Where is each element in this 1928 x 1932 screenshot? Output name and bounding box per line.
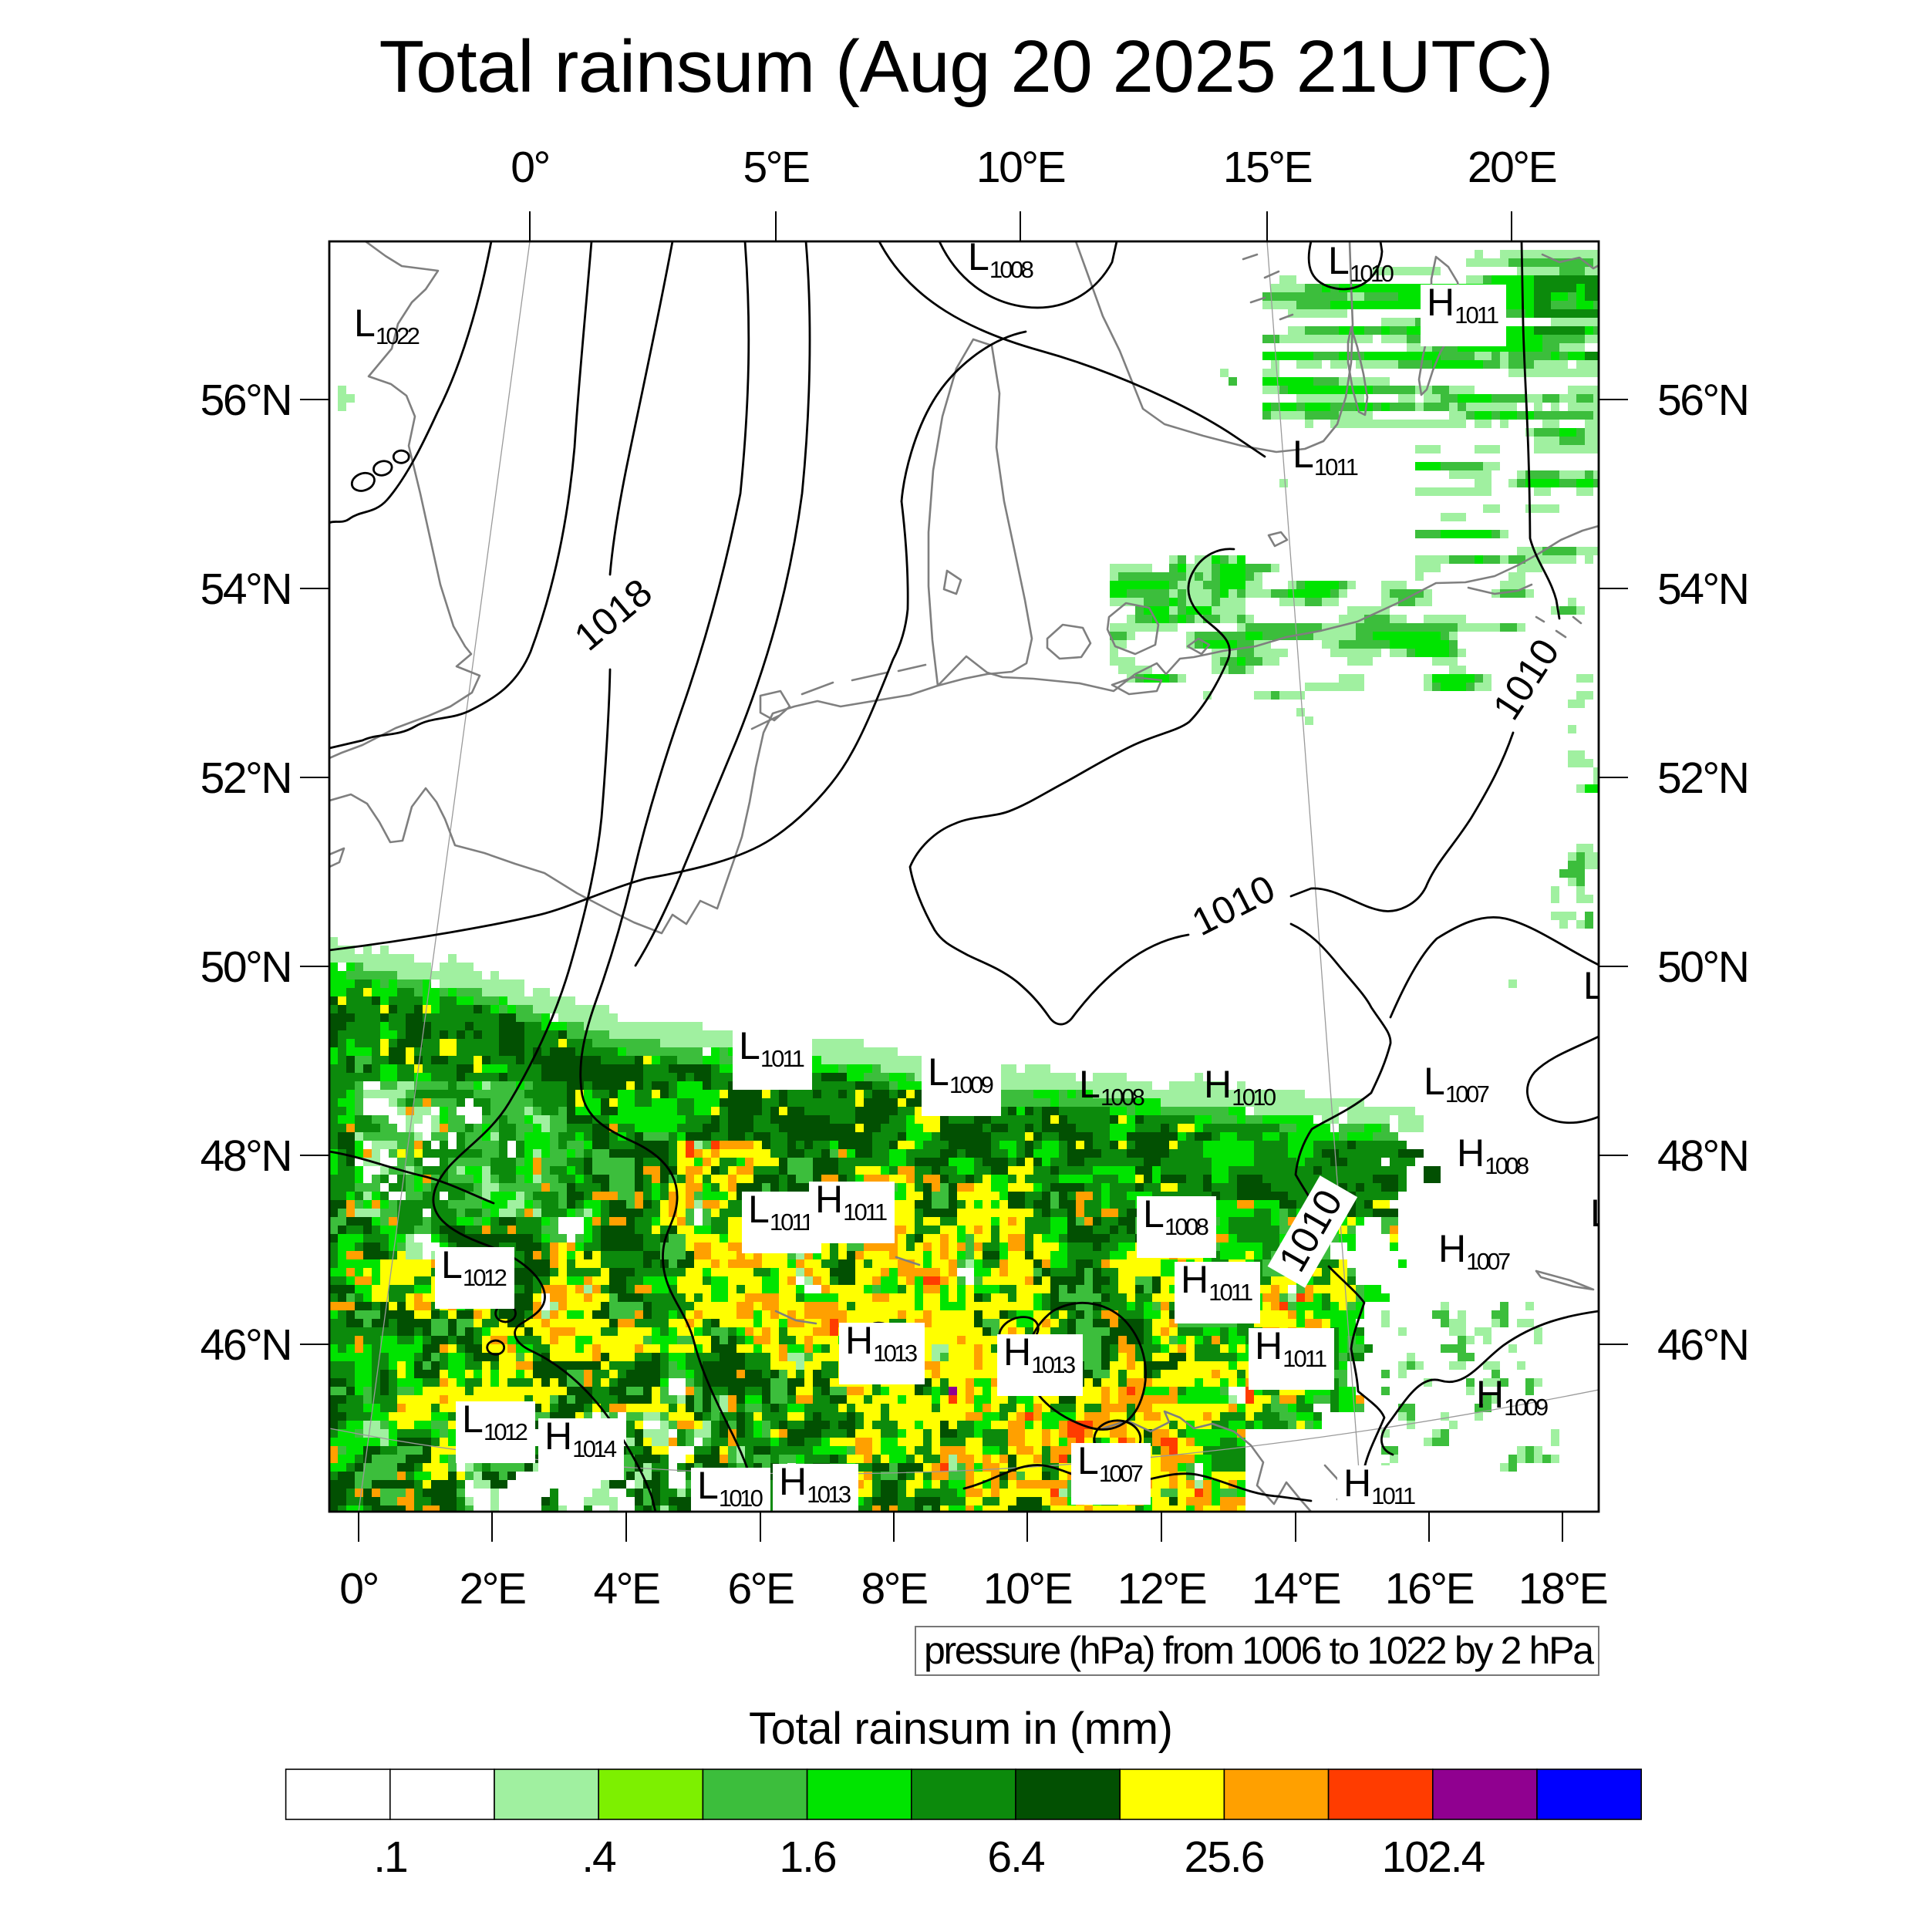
svg-text:25.6: 25.6: [1185, 1833, 1264, 1882]
svg-text:L100: L100: [1583, 964, 1645, 1012]
svg-text:20°E: 20°E: [1468, 143, 1556, 192]
svg-text:4°E: 4°E: [593, 1564, 659, 1613]
svg-text:14°E: 14°E: [1252, 1564, 1340, 1613]
svg-text:48°N: 48°N: [1657, 1131, 1748, 1181]
svg-text:.1: .1: [373, 1833, 407, 1882]
svg-text:.4: .4: [581, 1833, 616, 1882]
svg-text:16°E: 16°E: [1385, 1564, 1474, 1613]
svg-text:0°: 0°: [511, 143, 549, 192]
svg-text:54°N: 54°N: [201, 565, 291, 614]
svg-text:L: L: [1590, 1192, 1612, 1235]
svg-text:10°E: 10°E: [976, 143, 1065, 192]
svg-text:pressure (hPa) from 1006 to 10: pressure (hPa) from 1006 to 1022 by 2 hP…: [924, 1629, 1594, 1672]
svg-text:52°N: 52°N: [201, 754, 291, 803]
svg-text:H1013: H1013: [1003, 1330, 1076, 1378]
svg-text:0°: 0°: [339, 1564, 378, 1613]
svg-text:18°E: 18°E: [1518, 1564, 1607, 1613]
svg-text:2°E: 2°E: [459, 1564, 524, 1613]
svg-text:54°N: 54°N: [1657, 565, 1748, 614]
svg-text:6.4: 6.4: [987, 1833, 1045, 1882]
svg-text:46°N: 46°N: [201, 1320, 291, 1370]
svg-text:56°N: 56°N: [201, 376, 291, 425]
svg-text:102.4: 102.4: [1382, 1833, 1485, 1882]
svg-text:L1008: L1008: [968, 235, 1034, 283]
svg-text:50°N: 50°N: [1657, 942, 1748, 992]
svg-text:50°N: 50°N: [201, 942, 291, 992]
svg-text:52°N: 52°N: [1657, 754, 1748, 803]
svg-text:48°N: 48°N: [201, 1131, 291, 1181]
svg-text:46°N: 46°N: [1657, 1320, 1748, 1370]
svg-text:6°E: 6°E: [727, 1564, 793, 1613]
svg-text:Total rainsum in (mm): Total rainsum in (mm): [749, 1704, 1173, 1754]
svg-text:8°E: 8°E: [861, 1564, 926, 1613]
svg-text:5°E: 5°E: [743, 143, 808, 192]
svg-text:Total rainsum (Aug 20 2025 21U: Total rainsum (Aug 20 2025 21UTC): [379, 25, 1554, 108]
svg-text:1.6: 1.6: [779, 1833, 836, 1882]
svg-text:15°E: 15°E: [1223, 143, 1312, 192]
svg-text:L1010: L1010: [1328, 239, 1394, 287]
svg-text:12°E: 12°E: [1117, 1564, 1206, 1613]
svg-text:H1011: H1011: [815, 1178, 888, 1226]
svg-text:10°E: 10°E: [983, 1564, 1072, 1613]
svg-text:56°N: 56°N: [1657, 376, 1748, 425]
